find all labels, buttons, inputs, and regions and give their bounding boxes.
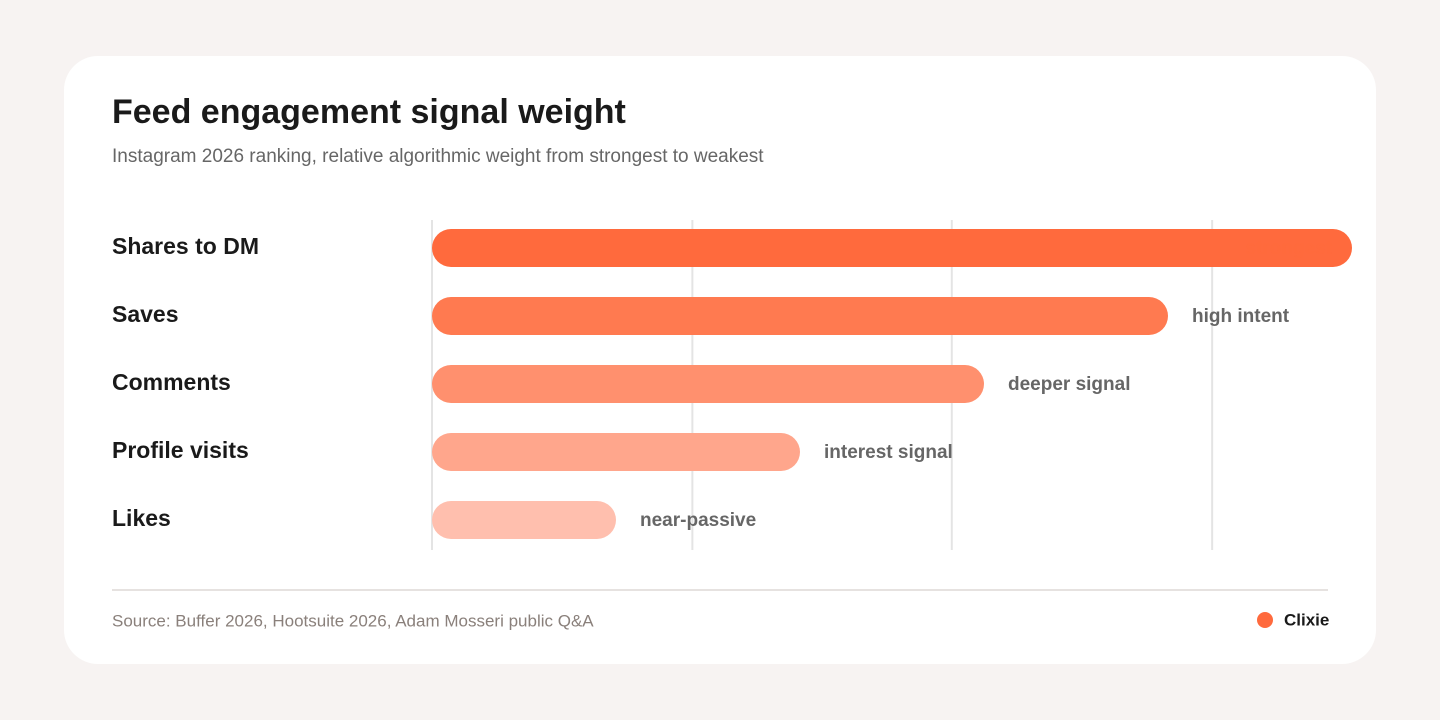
category-label: Saves [112, 301, 179, 327]
category-label: Shares to DM [112, 233, 259, 259]
chart-subtitle: Instagram 2026 ranking, relative algorit… [112, 146, 764, 167]
legend-marker [1257, 612, 1273, 628]
category-label: Likes [112, 505, 171, 531]
bar [432, 365, 984, 403]
value-label: near-passive [640, 510, 756, 531]
category-label: Profile visits [112, 437, 249, 463]
source: Source: Buffer 2026, Hootsuite 2026, Ada… [112, 611, 594, 630]
value-label: interest signal [824, 442, 953, 463]
bar [432, 229, 1352, 267]
value-label: strongest [1245, 238, 1332, 259]
legend-label: Clixie [1284, 610, 1329, 629]
value-label: deeper signal [1008, 374, 1131, 395]
bar [432, 501, 616, 539]
bar [432, 433, 800, 471]
bar [432, 297, 1168, 335]
card [64, 56, 1376, 664]
chart-title: Feed engagement signal weight [112, 93, 626, 131]
category-label: Comments [112, 369, 231, 395]
value-label: high intent [1192, 306, 1290, 327]
